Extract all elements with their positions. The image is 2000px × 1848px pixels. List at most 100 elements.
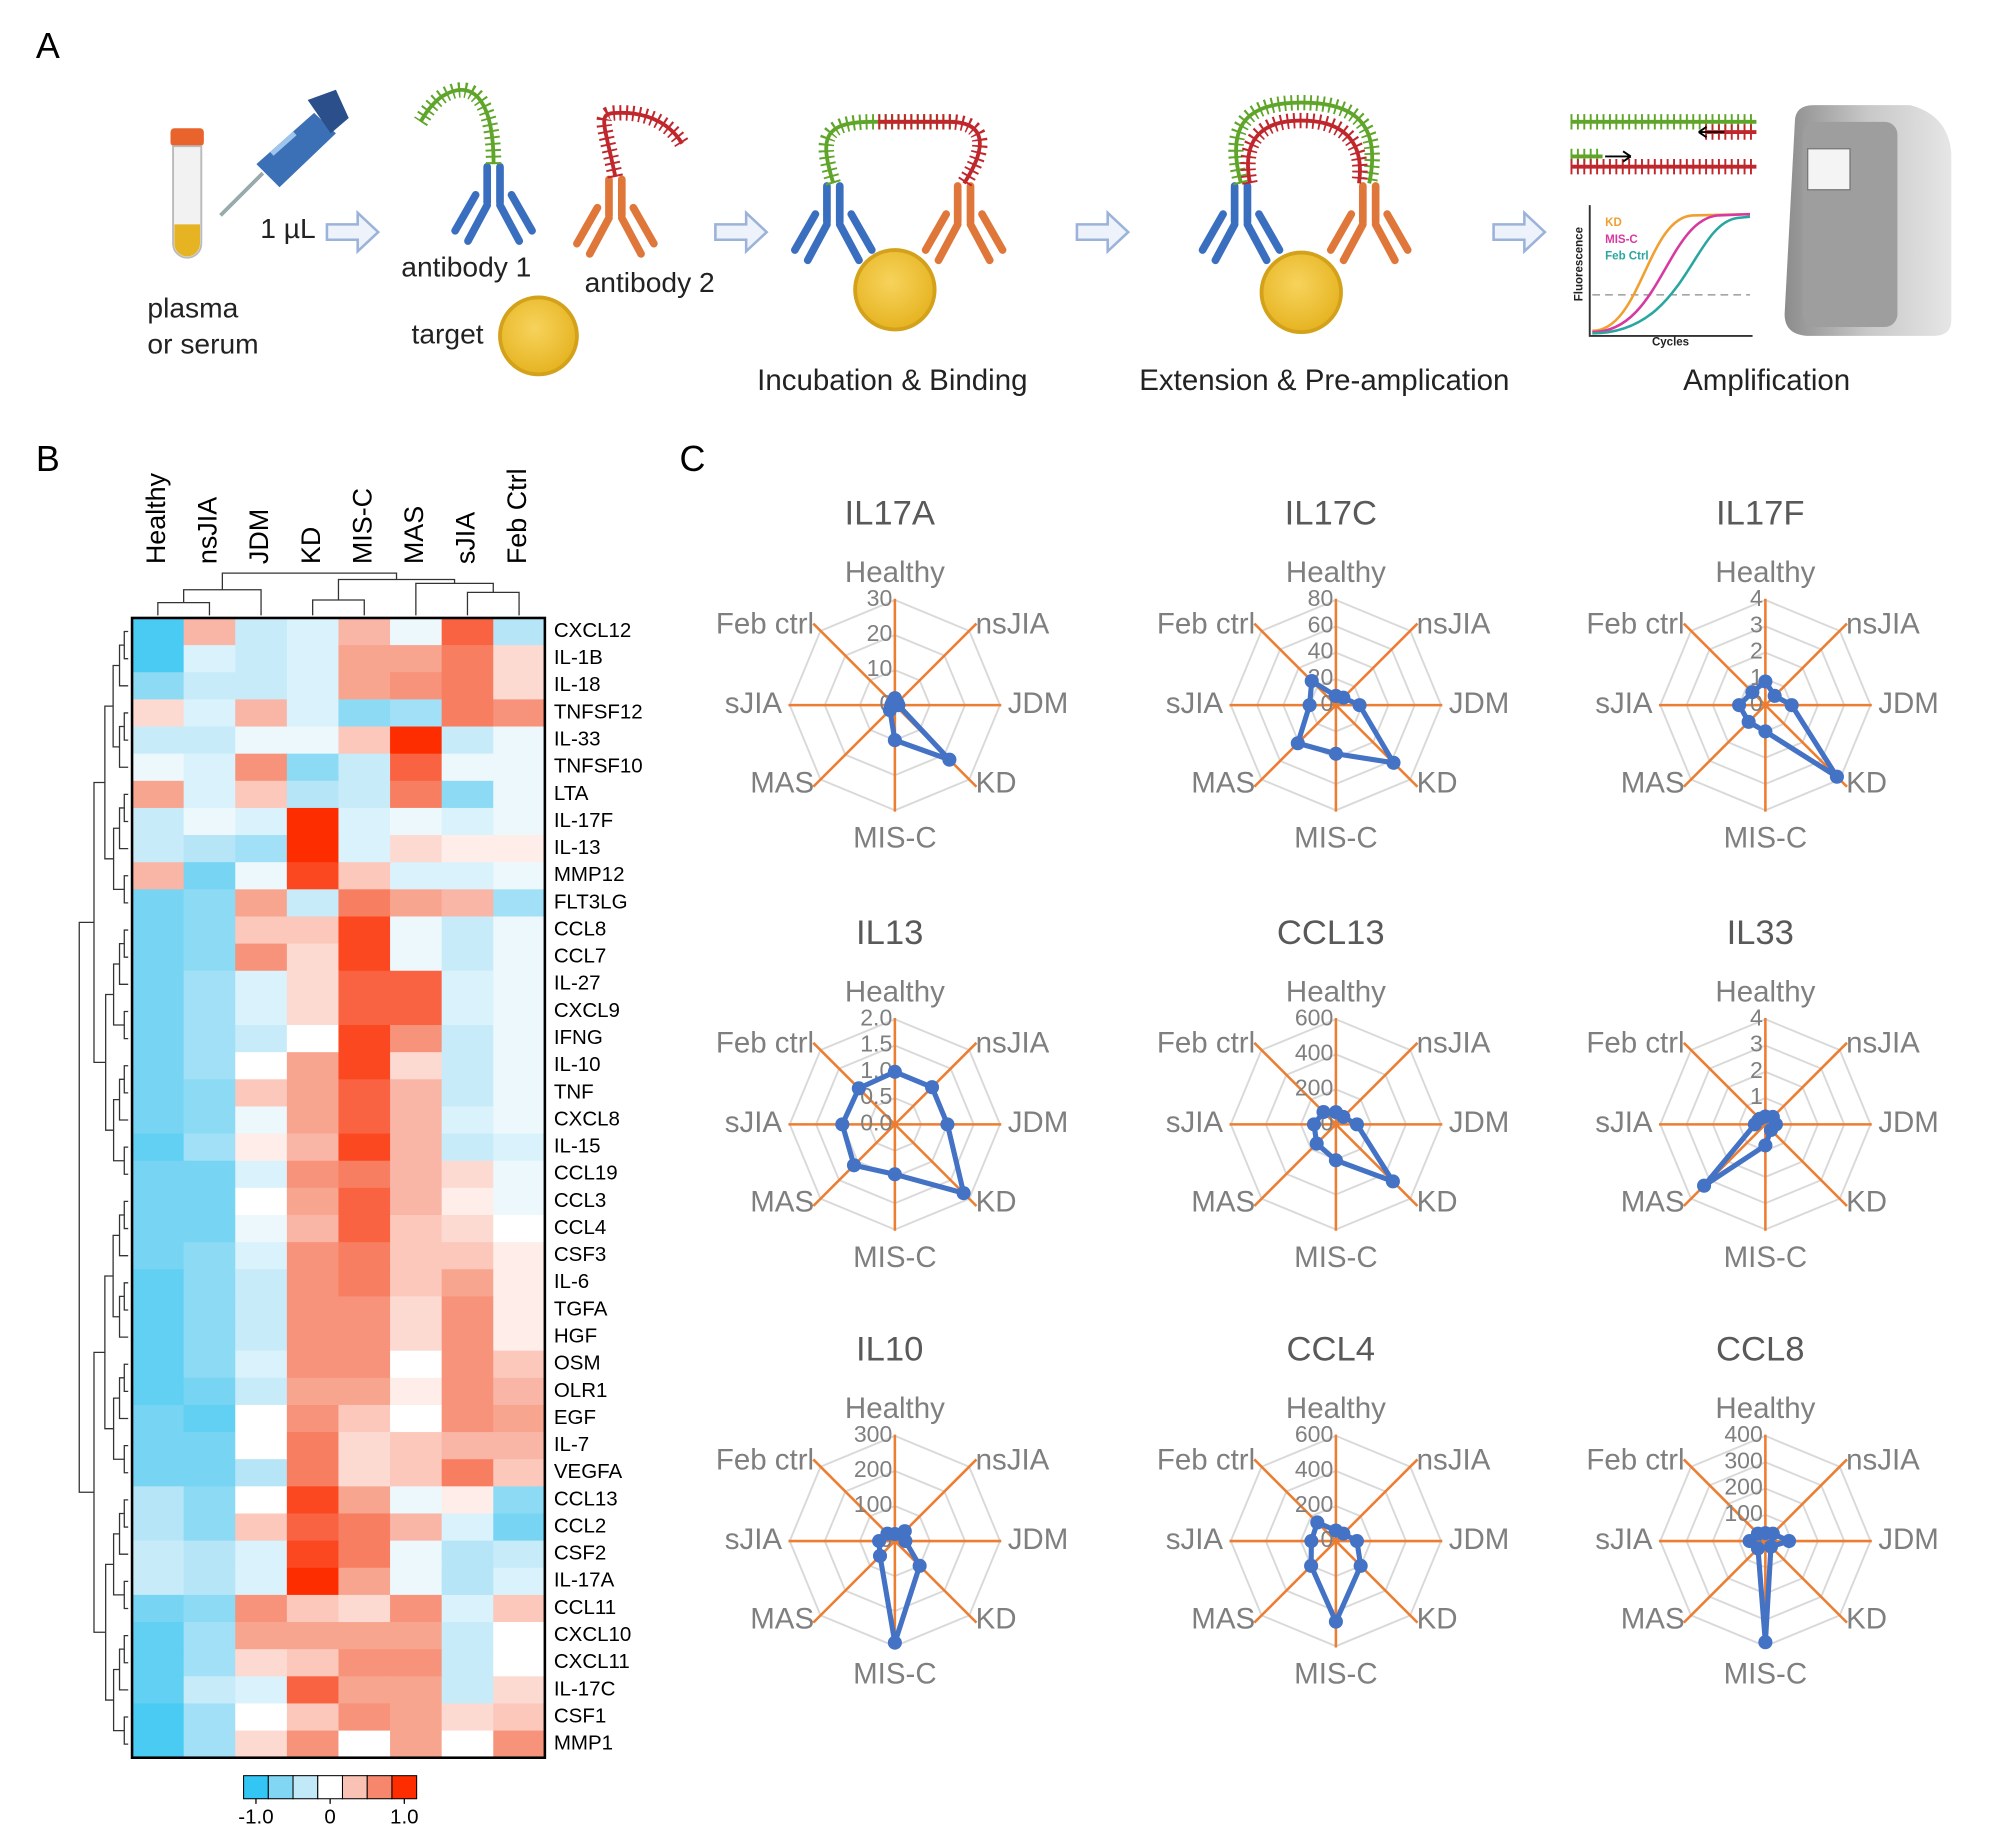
sample-label: plasma (147, 292, 238, 324)
radar-chart: IL13 Healthy nsJIA JDM KD MIS-C MAS sJIA Feb ctr… (716, 914, 1068, 1274)
column-label: MAS (399, 506, 429, 564)
radar-point (1349, 1117, 1364, 1132)
heatmap-cell (338, 889, 391, 918)
spoke (893, 622, 978, 707)
dendrogram (157, 601, 211, 616)
heatmap-cell (338, 1404, 391, 1433)
heatmap-cell (286, 1649, 340, 1677)
antibody-part (921, 210, 962, 265)
heatmap-cell (286, 753, 340, 782)
radar-point (1752, 1111, 1767, 1126)
row-label: IL-17C (554, 1677, 616, 1700)
heatmap-cell (390, 1106, 443, 1135)
heatmap-cell (441, 862, 494, 890)
heatmap-cell (183, 889, 236, 918)
dendrogram (123, 1499, 129, 1528)
heatmap-cell (235, 1133, 288, 1162)
heatmap-cell (132, 970, 185, 999)
antibody-icon (1198, 182, 1284, 265)
heatmap-cell (286, 1133, 340, 1162)
target-icon (853, 248, 937, 332)
heatmap-cell (338, 1676, 391, 1705)
colorbar-swatch (292, 1775, 319, 1800)
heatmap-cell (338, 1214, 391, 1243)
colorbar-swatch (391, 1775, 418, 1800)
antibody-icon (573, 175, 658, 258)
axis-label: sJIA (1595, 1523, 1653, 1556)
heatmap-cell (390, 1133, 443, 1162)
heatmap-cell (338, 1703, 391, 1732)
radar-point (846, 1158, 862, 1173)
colorbar-swatch (366, 1775, 393, 1800)
heatmap-cell (183, 807, 236, 836)
heatmap-cell (183, 1160, 236, 1189)
heatmap-cell (132, 1187, 185, 1216)
process-arrow (1492, 209, 1547, 255)
heatmap-cell (183, 1052, 236, 1080)
heatmap-cell (338, 1730, 391, 1759)
heatmap-cell (390, 1350, 443, 1379)
heatmap-cell (132, 1676, 185, 1705)
heatmap-cell (286, 970, 340, 999)
axis-label: MAS (750, 1186, 814, 1219)
heatmap-cell (493, 1404, 546, 1433)
heatmap-cell (441, 1540, 494, 1569)
axis-label: sJIA (1166, 1106, 1224, 1139)
heatmap-cell (390, 1242, 443, 1270)
heatmap-cell (132, 672, 185, 701)
dendrogram (123, 1282, 129, 1311)
heatmap-cell (235, 1622, 288, 1650)
heatmap-cell (132, 753, 185, 782)
axis-label: Healthy (845, 1392, 945, 1425)
heatmap-cell (183, 1323, 236, 1352)
heatmap-cell (286, 617, 340, 646)
heatmap-cell (390, 835, 443, 863)
radar-point (835, 1117, 850, 1132)
heatmap-cell (286, 1323, 340, 1352)
colorbar-label: -1.0 (238, 1805, 273, 1828)
heatmap-cell (390, 1404, 443, 1433)
heatmap-cell (390, 1432, 443, 1460)
heatmap-cell (132, 1622, 185, 1650)
row-label: TNFSF10 (554, 755, 643, 778)
tick-label: 20 (867, 620, 893, 646)
heatmap-cell (441, 672, 494, 701)
row-label: IL-7 (554, 1433, 589, 1456)
heatmap-cell (441, 617, 494, 646)
heatmap-cell (390, 943, 443, 972)
heatmap-cell (441, 1622, 494, 1650)
heatmap-cell (493, 1187, 546, 1216)
heatmap-cell (132, 1649, 185, 1677)
heatmap-cell (493, 1730, 546, 1759)
heatmap-cell (338, 997, 391, 1026)
heatmap-cell (286, 1025, 340, 1053)
legend-label: Feb Ctrl (1605, 250, 1649, 262)
heatmap-cell (493, 1350, 546, 1379)
radar-point (1336, 1109, 1351, 1125)
axis-label: Healthy (1715, 556, 1815, 589)
heatmap-cell (493, 1323, 546, 1352)
radar-point (1697, 1178, 1712, 1193)
heatmap-cell (390, 916, 443, 945)
radar-point (1302, 698, 1317, 713)
axis-label: Healthy (1286, 1392, 1386, 1425)
heatmap-cell (390, 780, 443, 809)
radar-point (1765, 1526, 1780, 1541)
colorbar-label: 1.0 (390, 1805, 419, 1828)
panel-label: B (36, 439, 60, 479)
heatmap-cell (441, 1106, 494, 1135)
heatmap-cell (441, 997, 494, 1026)
heatmap-cell (493, 1242, 546, 1270)
radar-point (1758, 674, 1773, 689)
axis-label: MIS-C (1294, 1657, 1377, 1690)
axis-label: Feb ctrl (1157, 1443, 1255, 1476)
heatmap-cell (286, 1676, 340, 1705)
heatmap-cell (286, 835, 340, 863)
heatmap-cell (441, 1323, 494, 1352)
antibody-part (823, 182, 844, 226)
dendrogram (112, 1099, 125, 1162)
heatmap-cell (338, 1079, 391, 1108)
radar-chart: IL33 Healthy nsJIA JDM KD MIS-C MAS sJIA Feb ctr… (1586, 914, 1938, 1274)
radar-point (1750, 1526, 1766, 1541)
heatmap-cell (183, 943, 236, 972)
